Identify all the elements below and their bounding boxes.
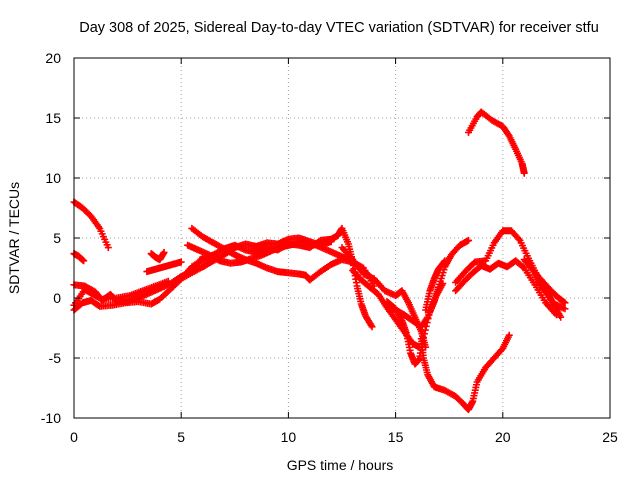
y-tick-label: 10	[45, 170, 61, 186]
chart-title: Day 308 of 2025, Sidereal Day-to-day VTE…	[79, 20, 599, 36]
series-track-21	[531, 270, 565, 321]
x-axis-label: GPS time / hours	[287, 457, 394, 473]
series-track-15	[383, 236, 472, 331]
grid-lines	[74, 58, 610, 418]
data-point	[464, 236, 472, 244]
x-tick-label: 25	[602, 429, 618, 445]
series-track-17	[417, 331, 513, 414]
data-point	[177, 258, 185, 266]
data-point	[80, 257, 88, 265]
data-point	[520, 169, 528, 177]
data-point	[421, 326, 429, 334]
series-track-18	[452, 257, 560, 319]
data-point	[164, 277, 172, 285]
data-point	[440, 258, 448, 266]
data-point	[441, 257, 449, 265]
x-axis-ticks: 0 5 10 15 20 25	[70, 58, 618, 445]
series-track-6	[143, 258, 185, 276]
data-point	[561, 305, 569, 313]
y-tick-label: -5	[49, 350, 62, 366]
y-tick-label: -10	[41, 410, 61, 426]
data-point	[420, 330, 428, 338]
y-axis-ticks: -10 -5 0 5 10 15 20	[41, 50, 610, 426]
y-tick-label: 15	[45, 110, 61, 126]
data-point	[557, 313, 565, 321]
series-track-2	[70, 250, 88, 265]
series-track-16	[422, 257, 449, 314]
data-point	[327, 238, 335, 246]
series-track-1	[70, 198, 112, 252]
data-points	[70, 108, 569, 414]
data-point	[515, 235, 523, 243]
y-tick-label: 20	[45, 50, 61, 66]
x-tick-label: 10	[281, 429, 297, 445]
series-track-22	[464, 108, 528, 177]
x-tick-label: 5	[177, 429, 185, 445]
x-tick-label: 15	[388, 429, 404, 445]
data-point	[104, 244, 112, 252]
x-tick-label: 20	[495, 429, 511, 445]
series-track-7	[147, 248, 168, 264]
y-tick-label: 0	[53, 290, 61, 306]
series-track-11	[199, 234, 335, 271]
data-point	[505, 331, 513, 339]
y-tick-label: 5	[53, 230, 61, 246]
data-point	[423, 315, 431, 323]
data-point	[368, 323, 376, 331]
x-tick-label: 0	[70, 429, 78, 445]
y-axis-label: SDTVAR / TECUs	[6, 182, 22, 294]
data-point	[160, 248, 168, 256]
series-track-5	[70, 277, 172, 309]
data-point	[561, 299, 569, 307]
